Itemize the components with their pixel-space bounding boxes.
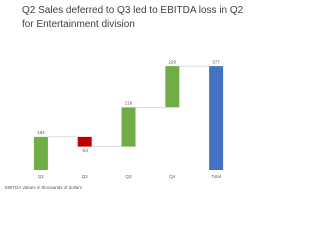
value-label: 218 (125, 101, 133, 106)
value-label: 229 (169, 59, 177, 64)
bar (33, 136, 48, 170)
x-tick-label: Q2 (82, 174, 89, 179)
x-tick-label: Q1 (38, 174, 45, 179)
footnote: EBITDA Values in thousands of dollars (5, 185, 83, 190)
x-tick-label: Total (211, 174, 221, 179)
chart: Q2 Sales deferred to Q3 led to EBITDA lo… (5, 5, 244, 190)
value-label: 577 (212, 59, 220, 64)
x-tick-label: Q3 (125, 174, 132, 179)
value-label: 184 (37, 130, 45, 135)
bar (77, 136, 92, 147)
x-tick-label: Q4 (169, 174, 176, 179)
bar (165, 66, 180, 108)
plot: EBITDA Values in thousands of dollars 18… (5, 59, 224, 190)
chart-title: Q2 Sales deferred to Q3 led to EBITDA lo… (22, 5, 244, 30)
bar (209, 66, 224, 170)
value-label: -54 (81, 148, 88, 153)
bar (121, 107, 136, 147)
